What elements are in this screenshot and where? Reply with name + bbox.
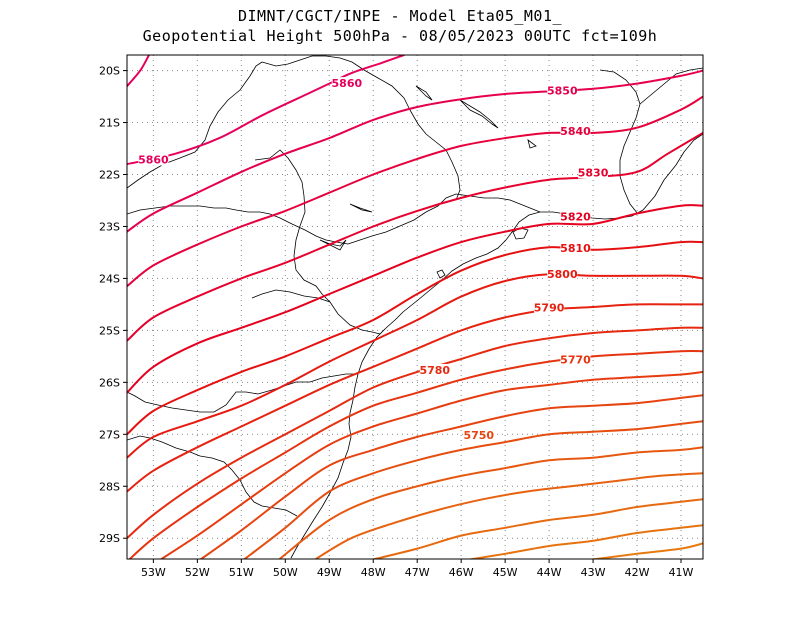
contour-label: 5770 bbox=[560, 354, 591, 367]
state-border bbox=[261, 55, 411, 111]
lon-tick-label: 52W bbox=[185, 566, 210, 579]
contour-5860 bbox=[127, 55, 150, 88]
lat-tick-label: 24S bbox=[99, 272, 120, 285]
contour-label-bg bbox=[560, 353, 591, 366]
reservoir bbox=[349, 203, 373, 213]
contour-5790 bbox=[127, 303, 703, 493]
lat-tick-label: 20S bbox=[99, 65, 120, 78]
axis-ticks: 53W 52W 51W 50W 49W 48W 47W 46W 45W 44W 43W 42W 41W 2… bbox=[99, 65, 694, 579]
contour-5690 bbox=[588, 542, 703, 559]
contour-label-bg bbox=[547, 267, 578, 280]
contour-5770 bbox=[128, 349, 703, 559]
reservoir bbox=[415, 85, 433, 101]
state-border bbox=[126, 61, 263, 189]
contour-label-bg bbox=[138, 153, 169, 166]
contour-5820 bbox=[127, 204, 703, 394]
state-border bbox=[599, 69, 641, 215]
title-line-1: DIMNT/CGCT/INPE - Model Eta05_M01_ bbox=[237, 7, 563, 25]
contour-5780 bbox=[127, 326, 703, 540]
lat-tick-label: 22S bbox=[99, 169, 120, 182]
reservoir bbox=[459, 99, 499, 129]
island bbox=[436, 269, 446, 279]
lon-tick-label: 47W bbox=[405, 566, 430, 579]
contour-label-bg bbox=[560, 124, 591, 137]
reservoir bbox=[319, 239, 347, 251]
lon-tick-label: 43W bbox=[581, 566, 606, 579]
contour-5700 bbox=[466, 524, 703, 559]
contour-label: 5830 bbox=[578, 167, 609, 180]
lon-tick-label: 44W bbox=[537, 566, 562, 579]
reservoir bbox=[527, 139, 537, 149]
state-border bbox=[126, 435, 298, 517]
lat-tick-label: 28S bbox=[99, 480, 120, 493]
contour-label: 5860 bbox=[138, 154, 169, 167]
contour-label-bg bbox=[331, 77, 362, 90]
state-border bbox=[126, 205, 349, 245]
contour-label-bg bbox=[560, 241, 591, 254]
contour-label-bg bbox=[534, 301, 565, 314]
coastline-borders bbox=[126, 55, 704, 559]
contour-5810 bbox=[127, 240, 703, 436]
state-border bbox=[639, 67, 704, 105]
contour-5840 bbox=[127, 95, 703, 288]
contour-label-bg bbox=[419, 363, 450, 376]
contour-label: 5860 bbox=[332, 77, 363, 90]
contour-label: 5800 bbox=[547, 268, 578, 281]
contour-label-bg bbox=[547, 84, 578, 97]
contour-label-bg bbox=[463, 428, 494, 441]
contour-5750 bbox=[199, 394, 703, 559]
contour-label: 5840 bbox=[560, 125, 591, 138]
state-border bbox=[126, 373, 358, 413]
contour-5800 bbox=[127, 273, 703, 459]
contour-5720 bbox=[314, 472, 703, 559]
contour-5830 bbox=[127, 131, 703, 342]
state-border bbox=[347, 193, 541, 245]
contour-label-bg bbox=[560, 210, 591, 223]
map-frame bbox=[126, 54, 704, 560]
lat-tick-label: 25S bbox=[99, 324, 120, 337]
lon-tick-label: 50W bbox=[273, 566, 298, 579]
contour-label: 5850 bbox=[547, 84, 578, 97]
contour-label: 5780 bbox=[419, 364, 450, 377]
contour-label-bg bbox=[578, 166, 609, 179]
contour-label: 5750 bbox=[463, 429, 494, 442]
lon-tick-label: 49W bbox=[317, 566, 342, 579]
lon-tick-label: 42W bbox=[625, 566, 650, 579]
contour-5730 bbox=[278, 446, 703, 559]
lon-tick-label: 51W bbox=[229, 566, 254, 579]
contour-label: 5790 bbox=[534, 302, 565, 315]
lon-tick-label: 53W bbox=[141, 566, 166, 579]
state-border bbox=[251, 289, 381, 335]
contour-5760 bbox=[159, 370, 703, 559]
contour-label: 5810 bbox=[560, 242, 591, 255]
lon-tick-label: 48W bbox=[361, 566, 386, 579]
contour-label: 5820 bbox=[560, 211, 591, 224]
lat-tick-label: 21S bbox=[99, 117, 120, 130]
contour-lines: 5860 5860 5850 5840 5830 5820 5810 5800 5790 5780… bbox=[127, 55, 703, 559]
lat-tick-label: 23S bbox=[99, 220, 120, 233]
title-line-2: Geopotential Height 500hPa - 08/05/2023 … bbox=[142, 27, 658, 45]
lat-tick-label: 29S bbox=[99, 532, 120, 545]
contour-5740 bbox=[243, 420, 703, 559]
lon-tick-label: 45W bbox=[493, 566, 518, 579]
contour-5850 bbox=[127, 69, 703, 233]
lat-tick-label: 26S bbox=[99, 376, 120, 389]
lat-tick-label: 27S bbox=[99, 428, 120, 441]
lon-tick-label: 41W bbox=[669, 566, 694, 579]
lon-tick-label: 46W bbox=[449, 566, 474, 579]
contour-5710 bbox=[370, 498, 703, 559]
contour-5860 bbox=[127, 55, 405, 166]
